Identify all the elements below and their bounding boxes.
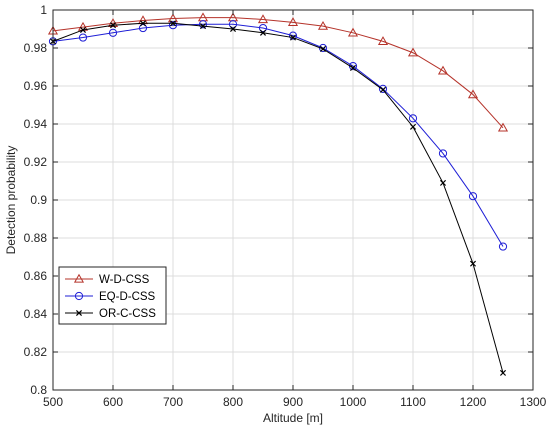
legend-item: OR-C-CSS [65, 308, 156, 320]
circle-marker [198, 20, 208, 29]
circle-marker [498, 242, 508, 251]
tick-layer: 500 600 700 800 900 1000 1100 1200 1300 0.8 0.82 0.… [24, 3, 547, 409]
y-tick-label: 0.86 [24, 269, 48, 283]
series-layer [47, 12, 509, 376]
x-marker [169, 20, 177, 27]
x-tick-label: 800 [223, 395, 243, 409]
triangle-marker [377, 36, 389, 45]
triangle-marker [497, 122, 509, 132]
triangle-marker [287, 17, 299, 26]
x-marker [259, 29, 267, 36]
y-tick-label: 0.9 [30, 193, 47, 207]
series-eq-d-css [48, 20, 508, 251]
series-line [52, 23, 504, 247]
circle-marker [288, 31, 298, 40]
x-tick-label: 1300 [520, 395, 547, 409]
circle-marker [78, 33, 88, 42]
x-marker [439, 179, 447, 186]
x-tick-label: 1200 [460, 395, 487, 409]
x-marker [319, 45, 327, 52]
x-marker [349, 64, 357, 71]
legend-item: EQ-D-CSS [65, 291, 156, 303]
x-axis-label: Altitude [m] [263, 411, 323, 425]
x-marker [379, 86, 387, 93]
circle-marker [408, 114, 418, 123]
triangle-marker [317, 20, 329, 30]
series-or-c-css [49, 20, 507, 376]
y-tick-label: 0.96 [24, 79, 48, 93]
x-tick-label: 1000 [340, 395, 367, 409]
x-marker [199, 23, 207, 30]
x-marker [109, 22, 117, 29]
circle-marker [108, 28, 118, 37]
triangle-marker [73, 273, 85, 283]
circle-marker [258, 23, 268, 33]
y-tick-label: 0.8 [30, 383, 47, 397]
triangle-marker [257, 14, 269, 24]
y-axis-label: Detection probability [4, 146, 18, 255]
x-marker [79, 26, 87, 33]
x-marker [499, 369, 507, 376]
x-tick-label: 1100 [400, 395, 426, 409]
x-tick-label: 700 [163, 395, 183, 409]
legend-label: OR-C-CSS [99, 308, 156, 320]
legend-label: EQ-D-CSS [99, 291, 156, 303]
x-tick-label: 500 [43, 395, 63, 409]
x-marker [139, 20, 147, 27]
circle-marker [378, 84, 388, 93]
y-tick-label: 0.82 [24, 345, 48, 359]
y-tick-label: 0.94 [24, 117, 48, 131]
circle-marker [138, 23, 148, 33]
y-tick-label: 0.88 [24, 231, 48, 245]
legend-label: W-D-CSS [99, 274, 150, 286]
series-line [52, 22, 504, 374]
circle-marker [468, 192, 478, 201]
legend-item: W-D-CSS [65, 273, 150, 286]
legend: W-D-CSS EQ-D-CSS OR-C-CSS [58, 266, 167, 325]
triangle-marker [407, 47, 419, 57]
circle-marker [228, 20, 238, 29]
y-tick-label: 0.98 [24, 41, 48, 55]
x-marker [469, 260, 477, 267]
y-tick-label: 1 [40, 3, 47, 17]
x-marker [229, 25, 237, 33]
triangle-marker [347, 27, 359, 37]
y-tick-label: 0.84 [24, 307, 48, 321]
series-line [52, 17, 504, 129]
x-marker [75, 309, 83, 317]
x-marker [289, 34, 297, 41]
circle-marker [74, 291, 84, 301]
circle-marker [168, 21, 178, 30]
y-tick-label: 0.92 [24, 155, 48, 169]
x-tick-label: 600 [103, 395, 123, 409]
circle-marker [438, 149, 448, 158]
triangle-marker [467, 89, 479, 99]
x-marker [409, 123, 417, 130]
x-tick-label: 900 [283, 395, 303, 409]
triangle-marker [437, 65, 449, 75]
